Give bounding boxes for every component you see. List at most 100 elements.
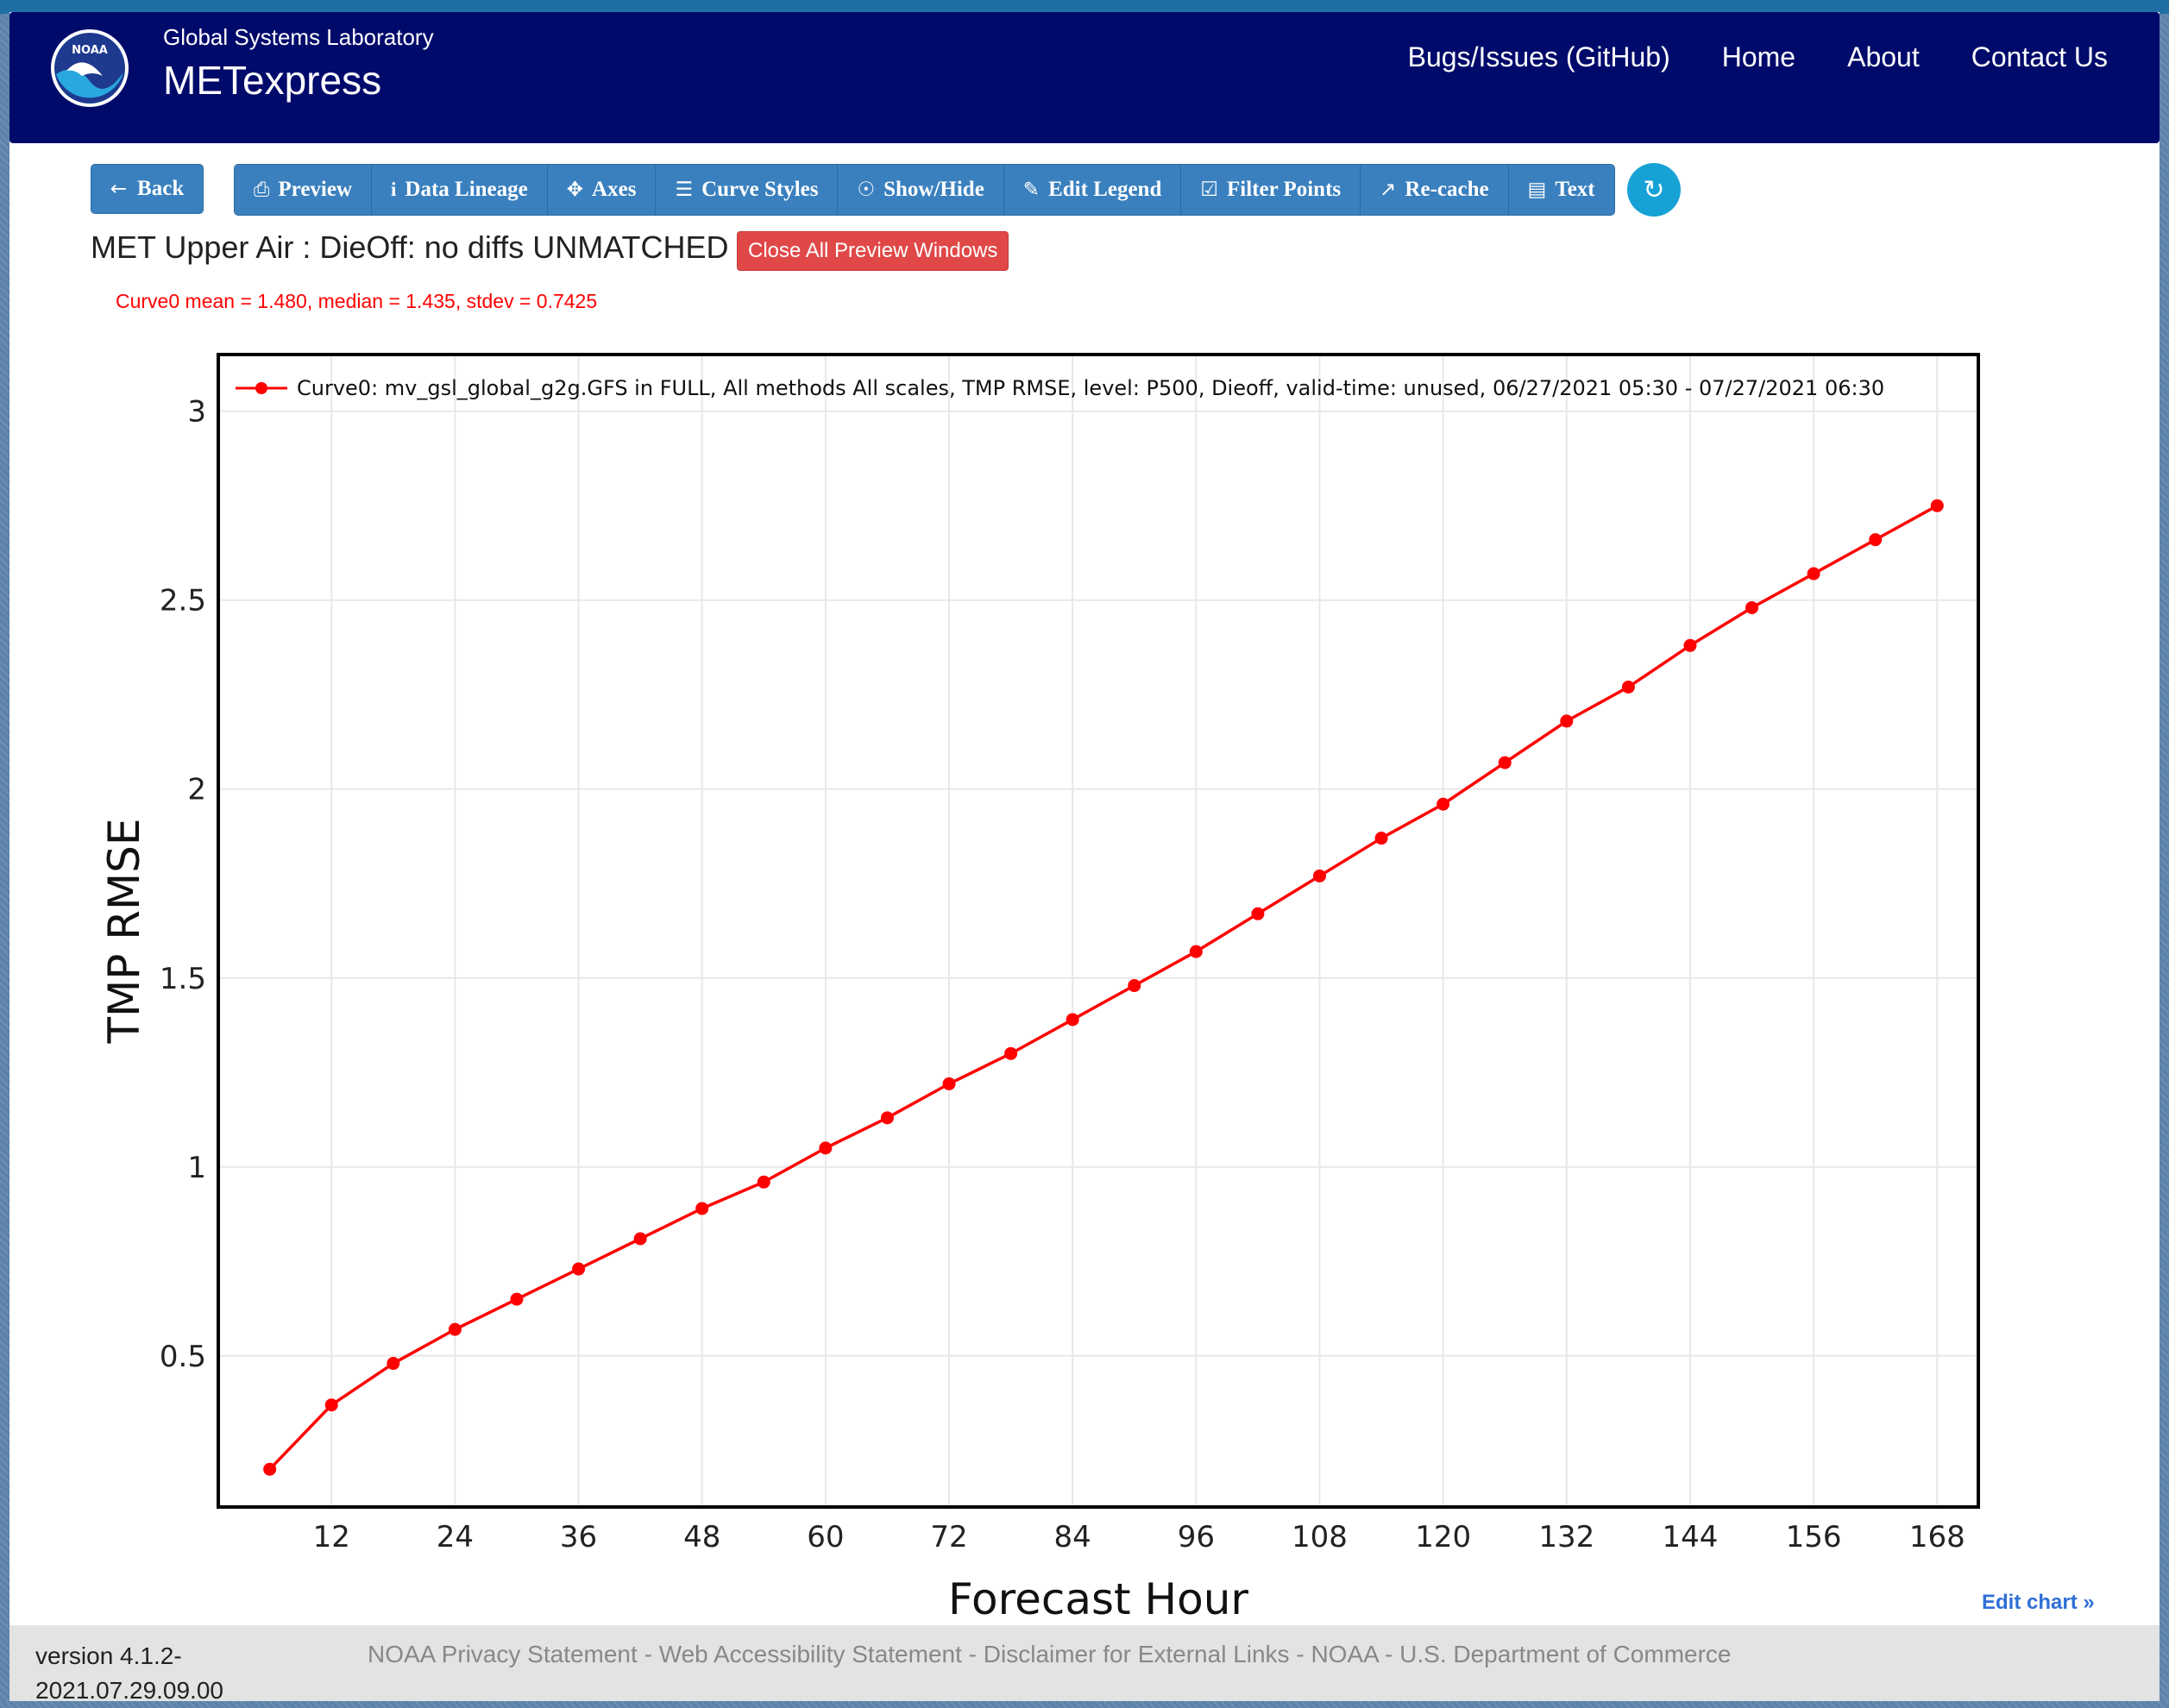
nav-contact-us[interactable]: Contact Us (1971, 41, 2108, 72)
pencil-icon: ✎ (1022, 179, 1040, 201)
data-point[interactable] (633, 1232, 647, 1246)
top-nav: Bugs/Issues (GitHub) Home About Contact … (1408, 41, 2108, 73)
re-cache-button[interactable]: ↗ Re-cache (1361, 165, 1509, 215)
data-point[interactable] (448, 1322, 462, 1336)
arrow-left-icon: ← (110, 178, 128, 200)
data-point[interactable] (510, 1292, 524, 1306)
refresh-button[interactable]: ↻ (1627, 163, 1681, 217)
data-point[interactable] (1189, 945, 1203, 958)
curve-stats: Curve0 mean = 1.480, median = 1.435, std… (116, 290, 598, 312)
data-point[interactable] (1683, 638, 1697, 652)
filter-points-label: Filter Points (1226, 178, 1342, 201)
data-point[interactable] (1560, 714, 1574, 728)
x-tick-label: 24 (437, 1520, 474, 1554)
y-tick-label: 0.5 (160, 1340, 206, 1374)
nav-about[interactable]: About (1847, 41, 1920, 72)
x-tick-label: 168 (1909, 1520, 1965, 1554)
legend[interactable]: Curve0: mv_gsl_global_g2g.GFS in FULL, A… (236, 376, 1884, 400)
text-button[interactable]: ▤ Text (1508, 165, 1614, 215)
edit-chart-link[interactable]: Edit chart » (1982, 1591, 2095, 1614)
info-icon: i (391, 179, 397, 200)
plot-title: MET Upper Air : DieOff: no diffs UNMATCH… (91, 229, 729, 265)
curve-styles-label: Curve Styles (701, 178, 819, 201)
data-point[interactable] (1374, 832, 1388, 845)
data-point[interactable] (1869, 533, 1883, 547)
preview-button[interactable]: ⎙ Preview (235, 165, 373, 215)
svg-text:NOAA: NOAA (72, 44, 108, 57)
check-square-icon: ☑ (1200, 179, 1218, 201)
footer-link-disclaimer[interactable]: Disclaimer for External Links (983, 1641, 1290, 1667)
legend-marker-swatch (255, 382, 267, 394)
version-text: version 4.1.2-2021.07.29.09.00 (35, 1642, 223, 1704)
filter-points-button[interactable]: ☑ Filter Points (1181, 165, 1361, 215)
data-point[interactable] (1437, 797, 1450, 811)
data-point[interactable] (1312, 869, 1326, 882)
dieoff-chart[interactable]: 12 24 36 48 60 72 84 96 108 120 132 144 156 168 0.5 1 1.… (9, 331, 2160, 1625)
data-point[interactable] (695, 1202, 709, 1215)
text-label: Text (1555, 178, 1595, 201)
data-point[interactable] (1745, 600, 1759, 614)
data-point[interactable] (263, 1462, 277, 1476)
series-line-curve0[interactable] (268, 504, 1939, 1471)
file-text-icon: ▤ (1527, 179, 1547, 201)
back-button[interactable]: ← Back (91, 164, 204, 214)
show-hide-button[interactable]: ☉ Show/Hide (838, 165, 1004, 215)
data-point[interactable] (1004, 1046, 1018, 1060)
footer: version 4.1.2-2021.07.29.09.00 NOAA Priv… (9, 1625, 2160, 1704)
footer-separator: - (1378, 1641, 1400, 1667)
refresh-icon: ↻ (1643, 174, 1665, 205)
x-tick-label: 60 (807, 1520, 844, 1554)
data-point[interactable] (1621, 680, 1635, 694)
app-name[interactable]: METexpress (163, 58, 382, 103)
data-point[interactable] (757, 1175, 770, 1189)
noaa-logo: NOAA (51, 29, 129, 107)
data-lineage-label: Data Lineage (405, 178, 528, 201)
x-tick-label: 12 (313, 1520, 350, 1554)
back-label: Back (137, 177, 185, 200)
x-tick-label: 132 (1538, 1520, 1594, 1554)
x-tick-label: 144 (1663, 1520, 1719, 1554)
data-point[interactable] (1066, 1013, 1079, 1027)
footer-link-privacy[interactable]: NOAA Privacy Statement (368, 1641, 638, 1667)
data-lineage-button[interactable]: i Data Lineage (372, 165, 548, 215)
edit-legend-button[interactable]: ✎ Edit Legend (1003, 165, 1182, 215)
move-icon: ✥ (566, 179, 584, 201)
grid-layer (218, 355, 1978, 1507)
footer-link-commerce[interactable]: U.S. Department of Commerce (1399, 1641, 1732, 1667)
page: NOAA Global Systems Laboratory METexpres… (9, 12, 2160, 1704)
x-tick-label: 36 (560, 1520, 597, 1554)
data-point[interactable] (572, 1262, 586, 1276)
nav-bugs-issues[interactable]: Bugs/Issues (GitHub) (1407, 41, 1670, 72)
data-point[interactable] (880, 1111, 894, 1125)
series-layer (263, 499, 1944, 1476)
x-tick-label: 96 (1178, 1520, 1215, 1554)
nav-home[interactable]: Home (1721, 41, 1796, 72)
footer-separator: - (637, 1641, 659, 1667)
x-tick-label: 84 (1054, 1520, 1091, 1554)
print-icon: ⎙ (254, 179, 270, 201)
data-point[interactable] (1251, 907, 1265, 920)
data-point[interactable] (1807, 567, 1820, 581)
show-hide-label: Show/Hide (883, 178, 984, 201)
footer-link-accessibility[interactable]: Web Accessibility Statement (658, 1641, 962, 1667)
footer-separator: - (961, 1641, 984, 1667)
y-tick-label: 1.5 (160, 962, 206, 996)
data-point[interactable] (942, 1077, 956, 1090)
data-point[interactable] (324, 1398, 338, 1412)
x-tick-label: 120 (1415, 1520, 1471, 1554)
data-point[interactable] (1498, 756, 1512, 769)
y-axis-title: TMP RMSE (99, 819, 149, 1045)
footer-links: NOAA Privacy Statement - Web Accessibili… (368, 1641, 1732, 1668)
data-point[interactable] (387, 1357, 400, 1371)
footer-link-noaa[interactable]: NOAA (1311, 1641, 1379, 1667)
close-all-preview-windows-button[interactable]: Close All Preview Windows (737, 231, 1009, 271)
re-cache-label: Re-cache (1405, 178, 1489, 201)
data-point[interactable] (1128, 979, 1141, 993)
data-point[interactable] (819, 1141, 833, 1155)
preview-label: Preview (278, 178, 353, 201)
plot-frame (217, 353, 1980, 1509)
curve-styles-button[interactable]: ☰ Curve Styles (656, 165, 839, 215)
axes-button[interactable]: ✥ Axes (547, 165, 657, 215)
edit-legend-label: Edit Legend (1048, 178, 1162, 201)
data-point[interactable] (1930, 499, 1944, 512)
